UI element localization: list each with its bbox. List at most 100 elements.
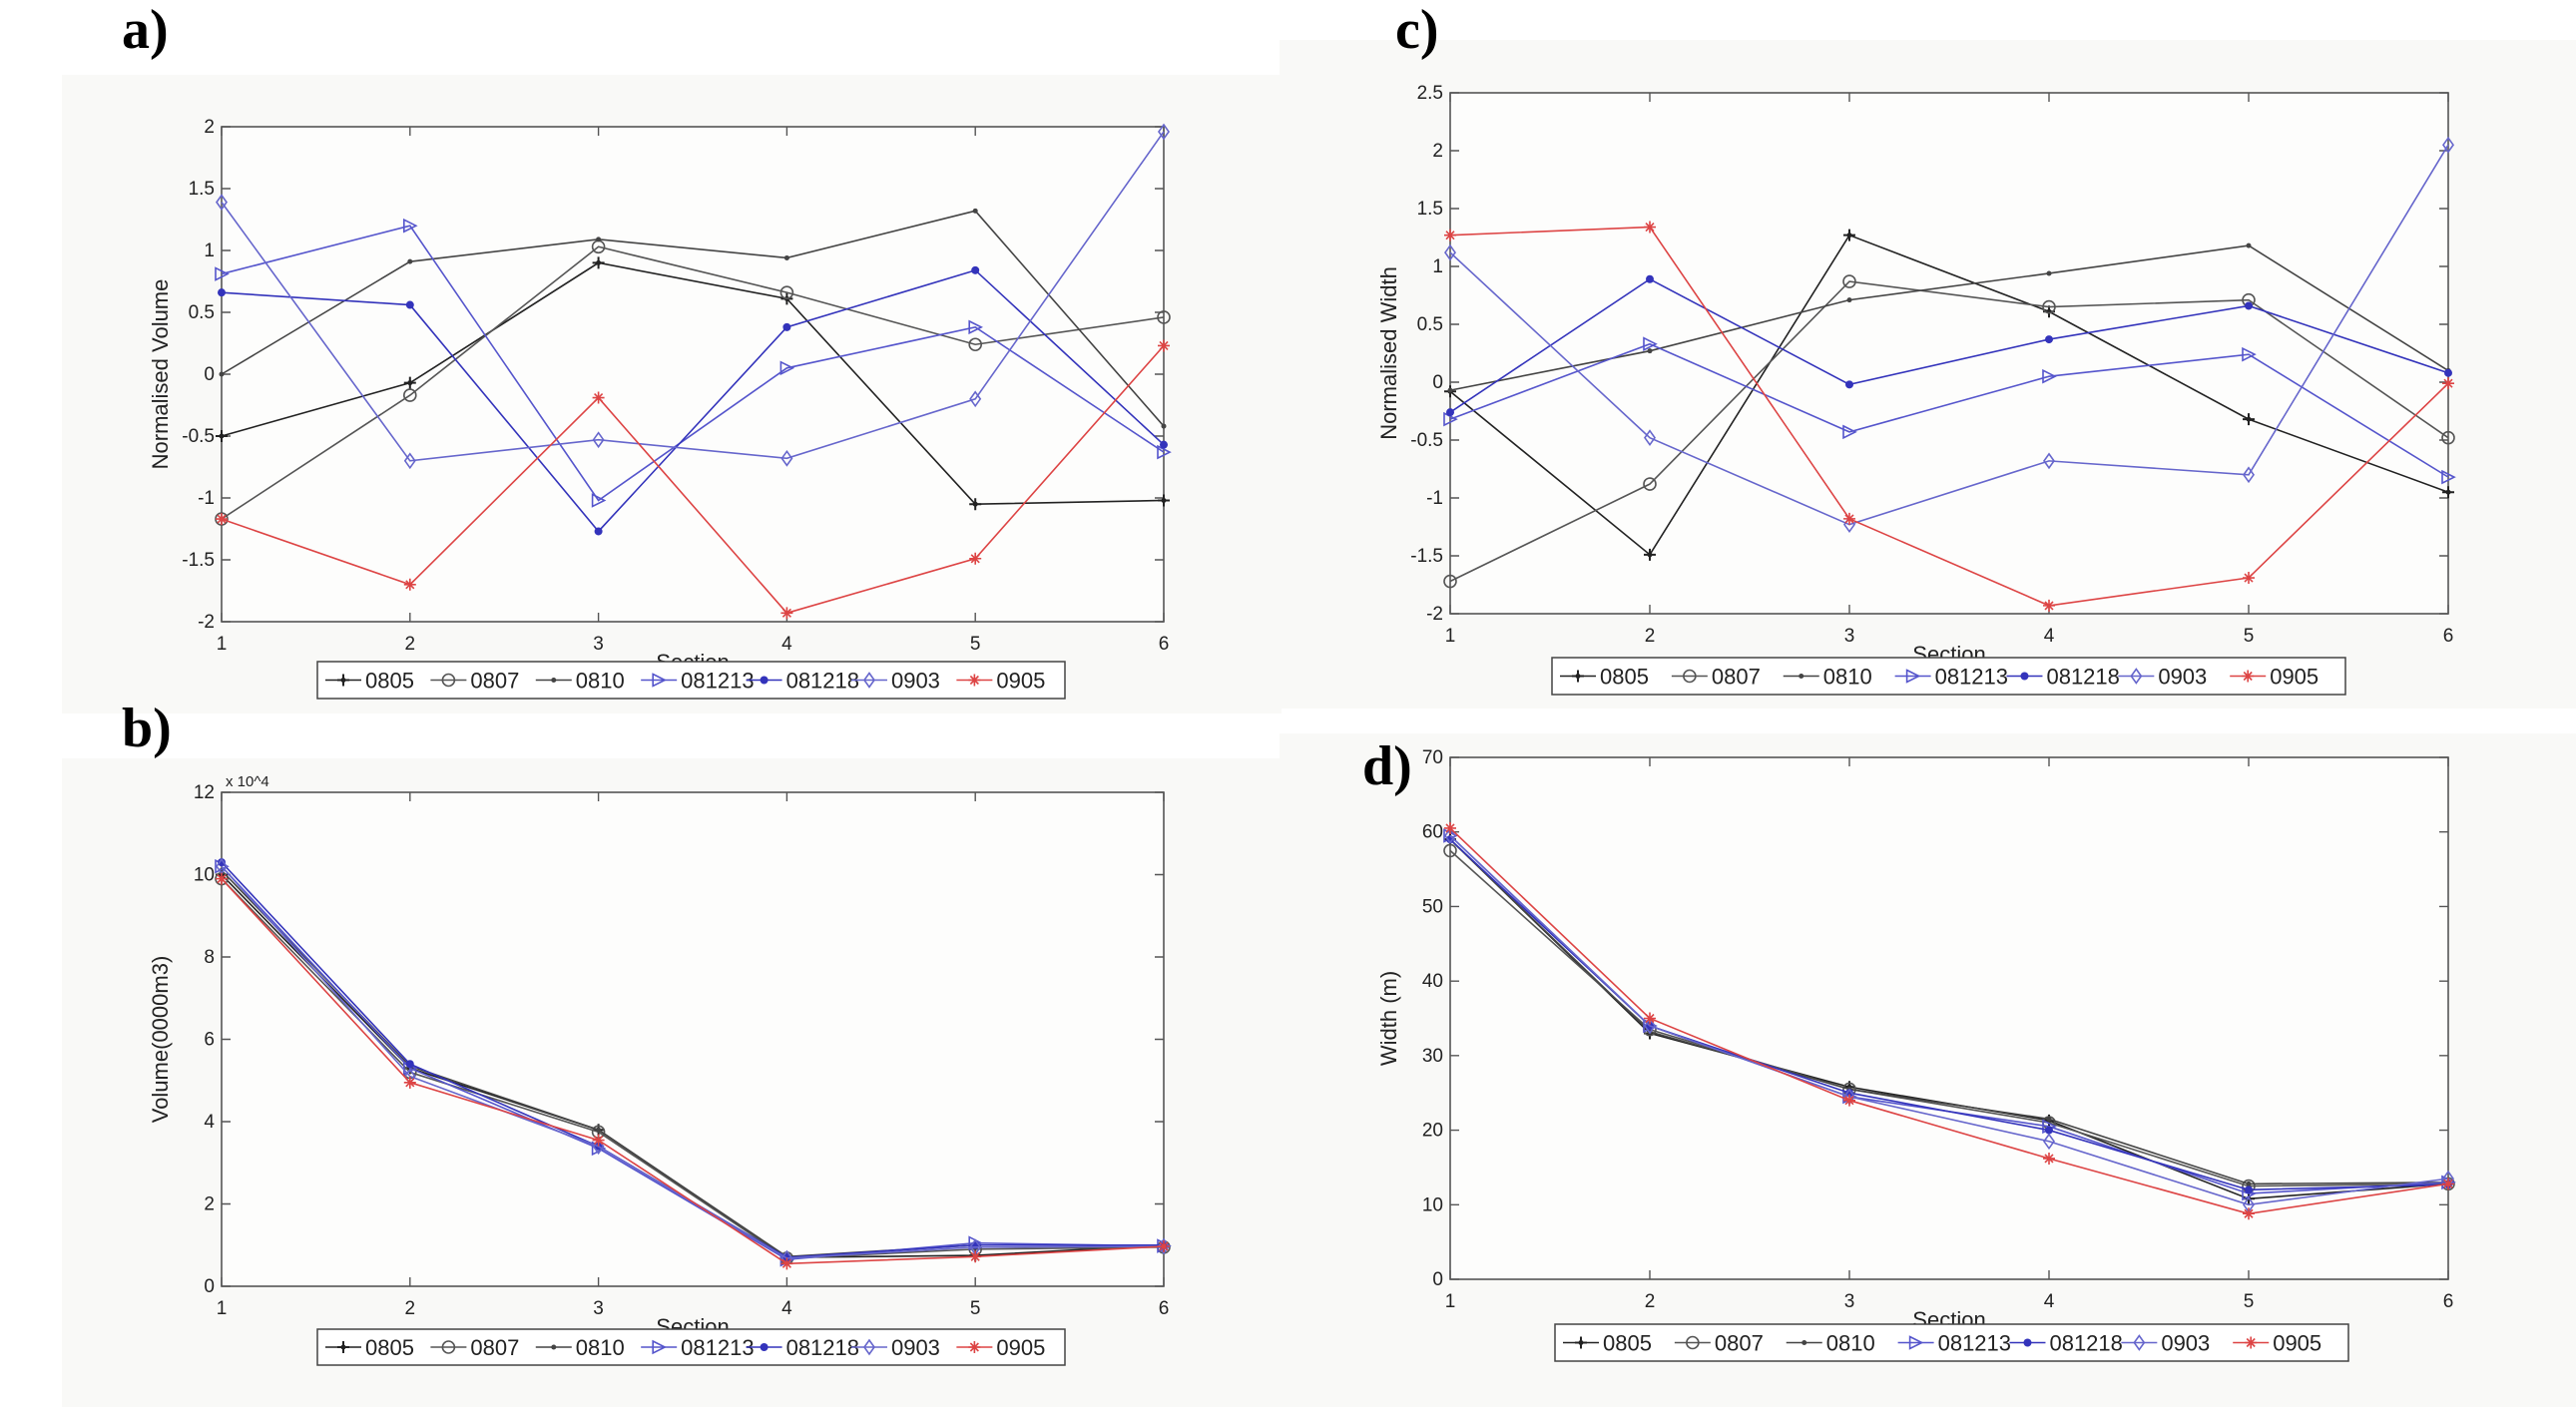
legend-label: 0805 (365, 669, 414, 694)
data-point-081218 (594, 527, 603, 536)
y-axis-label: Width (m) (1376, 971, 1401, 1066)
data-point-0905 (1158, 1239, 1170, 1252)
legend-marker (2245, 1336, 2258, 1349)
series-line-0810 (221, 210, 1165, 427)
y-tick-label: -1.5 (1410, 546, 1443, 567)
x-tick-label: 4 (2044, 1291, 2055, 1312)
legend-label: 081218 (786, 1335, 859, 1360)
legend-label: 0905 (2273, 1331, 2321, 1356)
series-081218 (218, 265, 1168, 536)
series-line-081213 (1449, 342, 2449, 478)
data-point-0805-center (2246, 416, 2252, 422)
data-point-081213 (2042, 368, 2057, 384)
legend-marker (2133, 1334, 2146, 1351)
x-tick-label: 4 (781, 634, 792, 655)
legend-label: 0905 (996, 1335, 1045, 1360)
data-point-0807 (1443, 843, 1457, 858)
y-axis-multiplier: x 10^4 (226, 773, 269, 790)
series-line-0905 (221, 344, 1165, 615)
legend-label: 0810 (1826, 1331, 1875, 1356)
y-tick-label: -1.5 (182, 550, 215, 571)
data-point-0905 (2243, 572, 2255, 585)
legend-marker (760, 1343, 769, 1351)
series-0903 (216, 123, 1170, 470)
y-tick-label: 1.5 (1417, 199, 1443, 220)
legend-marker (2130, 668, 2143, 685)
data-point-081213 (403, 218, 418, 234)
data-point-0807 (779, 285, 794, 299)
y-tick-label: 70 (1422, 747, 1443, 768)
data-point-0905 (780, 1257, 793, 1270)
data-point-0810 (596, 1127, 602, 1133)
x-tick-label: 5 (970, 634, 981, 655)
data-point-0905 (403, 1076, 416, 1089)
data-point-0905 (403, 578, 416, 591)
y-tick-label: 2 (204, 117, 215, 138)
data-point-0905 (1644, 1012, 1656, 1025)
y-tick-label: 1 (1432, 256, 1443, 277)
data-point-081213 (1643, 336, 1658, 352)
data-point-0805-center (1161, 497, 1167, 503)
legend-marker-center (340, 678, 346, 683)
legend-marker (1802, 1340, 1807, 1345)
legend-marker (760, 676, 769, 685)
data-point-081218 (1845, 380, 1853, 389)
x-tick-label: 6 (2443, 1291, 2454, 1312)
legend-label: 0810 (576, 669, 625, 694)
legend-label: 0903 (2161, 1331, 2210, 1356)
series-line-081218 (1449, 277, 2449, 413)
y-tick-label: 30 (1422, 1046, 1443, 1067)
data-point-0810 (407, 258, 413, 264)
legend-label: 0807 (1715, 1331, 1764, 1356)
series-line-0807 (221, 878, 1165, 1259)
data-point-0810 (1447, 387, 1453, 393)
data-point-0905 (2043, 1152, 2055, 1165)
legend-item-0905: 0905 (956, 1335, 1045, 1360)
data-point-081218 (218, 288, 226, 297)
legend-item-0805: 0805 (325, 669, 414, 694)
legend-marker (862, 1338, 875, 1356)
data-point-0905 (1444, 229, 1456, 241)
data-point-0905 (2442, 1178, 2454, 1190)
legend-item-081218: 081218 (2006, 665, 2120, 690)
data-point-081218 (2045, 335, 2053, 344)
y-tick-label: 0.5 (1417, 314, 1443, 335)
panel-label-b: b) (122, 698, 172, 759)
series-line-0810 (1449, 838, 2449, 1185)
legend-marker (441, 673, 456, 688)
legend-item-0805: 0805 (1560, 665, 1649, 690)
y-tick-label: 20 (1422, 1121, 1443, 1142)
x-tick-label: 6 (1159, 634, 1170, 655)
y-tick-label: -1 (1426, 488, 1443, 509)
plot-area (221, 126, 1165, 623)
data-point-0905 (2243, 1207, 2255, 1220)
y-tick-label: -0.5 (1410, 430, 1443, 451)
legend-item-0903: 0903 (2118, 665, 2207, 690)
legend-marker (652, 673, 667, 688)
series-line-0905 (1449, 226, 2449, 607)
legend-item-081213: 081213 (1897, 1331, 2011, 1356)
series-081213 (215, 218, 1172, 508)
series-0905 (1444, 821, 2454, 1220)
legend-label: 0807 (470, 1335, 519, 1360)
x-tick-label: 6 (2443, 626, 2454, 647)
legend-item-0810: 0810 (535, 669, 625, 694)
data-point-0807 (1842, 274, 1856, 288)
y-tick-label: 2.5 (1417, 83, 1443, 104)
legend-label: 081213 (681, 1335, 754, 1360)
y-tick-label: 1.5 (189, 179, 215, 200)
data-point-0810 (2246, 1181, 2252, 1186)
data-point-0810 (2246, 242, 2252, 248)
data-point-0805-center (1647, 552, 1653, 558)
legend: 0805 0807 0810 081213 081218 0903 0905 (1551, 657, 2346, 696)
data-point-0905 (592, 1134, 605, 1147)
data-point-0905 (2442, 377, 2454, 390)
y-tick-label: 0 (204, 364, 215, 385)
data-point-0810 (219, 371, 225, 377)
series-0905 (1444, 221, 2454, 612)
series-line-081213 (221, 865, 1165, 1261)
data-point-0905 (969, 552, 982, 565)
data-point-0807 (1157, 310, 1171, 324)
data-point-0905 (216, 513, 228, 526)
